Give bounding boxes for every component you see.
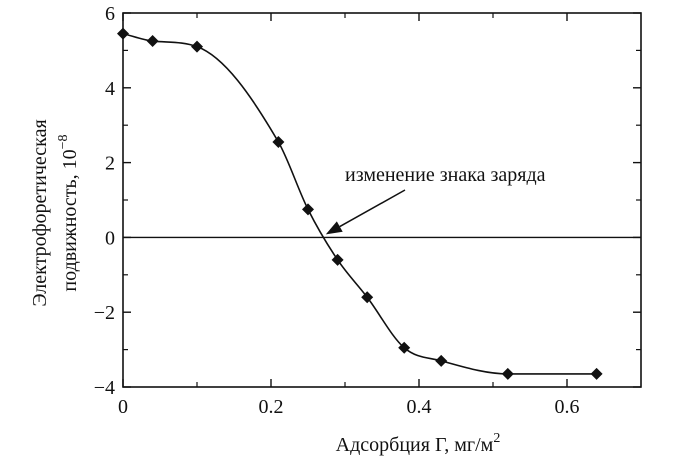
data-point xyxy=(435,354,448,367)
y-tick-label: 2 xyxy=(105,153,115,175)
data-points xyxy=(117,27,603,380)
data-point xyxy=(191,40,203,53)
plot-frame xyxy=(122,12,642,388)
data-point xyxy=(146,35,159,48)
y-tick-label: 0 xyxy=(105,227,115,249)
annotation-text: изменение знака заряда xyxy=(345,164,546,186)
y-tick-label: −2 xyxy=(94,302,115,324)
x-tick-label: 0 xyxy=(118,396,128,418)
annotation-arrow xyxy=(339,189,406,228)
data-point xyxy=(331,253,344,266)
fit-curve-path xyxy=(122,32,597,375)
data-point xyxy=(398,341,411,354)
annotation-arrow-head xyxy=(325,221,343,235)
y-tick-label: 6 xyxy=(105,3,115,25)
x-tick-label: 0.4 xyxy=(407,396,432,418)
x-axis-title: Адсорбция Г, мг/м2 xyxy=(336,431,501,456)
data-point xyxy=(361,291,374,304)
y-tick-label: 4 xyxy=(105,78,115,100)
x-axis-ticks: 0 0.2 0.4 0.6 xyxy=(118,13,580,418)
data-point xyxy=(272,136,285,149)
y-axis-title: Электрофоретическая подвижность, 10−8 xyxy=(29,119,81,306)
x-tick-label: 0.2 xyxy=(259,396,284,418)
data-point xyxy=(590,367,603,380)
y-axis-title-line-2: подвижность, 10−8 xyxy=(56,134,81,291)
data-point xyxy=(302,203,314,216)
plot-border xyxy=(122,12,642,388)
x-tick-label: 0.6 xyxy=(555,396,580,418)
fit-curve xyxy=(122,32,597,375)
data-point xyxy=(501,367,514,380)
data-point xyxy=(117,27,129,40)
y-axis-title-line-1: Электрофоретическая xyxy=(29,119,51,306)
y-tick-label: −4 xyxy=(94,377,115,399)
y-axis-ticks: −4 −2 0 2 4 6 xyxy=(94,3,641,399)
annotation: изменение знака заряда xyxy=(325,164,546,235)
